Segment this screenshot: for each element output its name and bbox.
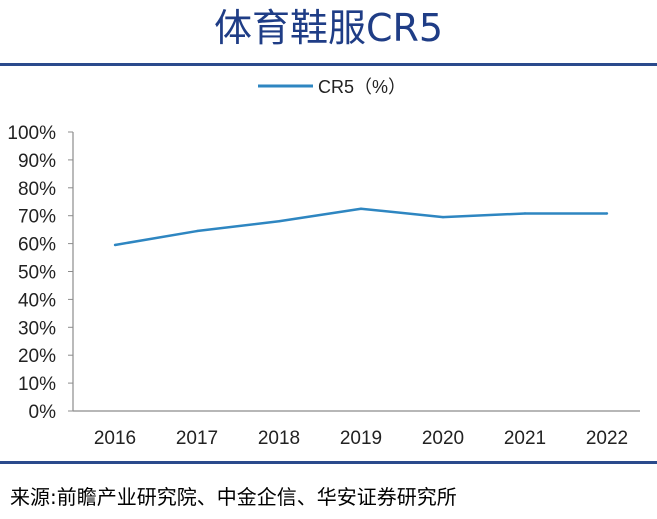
data-point <box>113 243 117 247</box>
y-tick-label: 30% <box>18 318 56 339</box>
y-tick-label: 100% <box>7 123 56 144</box>
data-point <box>605 212 609 215</box>
y-tick-label: 50% <box>18 263 56 284</box>
data-point <box>441 215 445 219</box>
series-layer <box>113 207 609 247</box>
line-chart: CR5（%） 0% 10% 20% 30% 40% 50% 60% 70% 80% 90% 100%… <box>7 77 640 449</box>
data-point <box>195 229 199 233</box>
bottom-divider <box>0 461 657 464</box>
x-tick-label: 2022 <box>586 428 628 449</box>
y-tick-label: 80% <box>18 179 56 200</box>
data-point <box>359 207 363 210</box>
x-tick-label: 2016 <box>94 428 136 449</box>
x-tick-label: 2018 <box>258 428 300 449</box>
source-note: 来源:前瞻产业研究院、中金企信、华安证券研究所 <box>10 485 457 509</box>
x-axis: 2016 2017 2018 2019 2020 2021 2022 <box>73 410 640 449</box>
data-point <box>523 212 527 215</box>
top-divider <box>0 63 657 66</box>
legend: CR5（%） <box>258 77 406 97</box>
y-axis: 0% 10% 20% 30% 40% 50% 60% 70% 80% 90% 100% <box>7 123 74 423</box>
y-tick-label: 20% <box>18 346 56 367</box>
x-tick-label: 2017 <box>176 428 218 449</box>
chart-title: 体育鞋服CR5 <box>213 6 444 50</box>
series-line <box>114 207 607 247</box>
data-point <box>277 220 281 223</box>
x-tick-label: 2019 <box>340 428 382 449</box>
x-tick-label: 2021 <box>504 428 546 449</box>
legend-label: CR5（%） <box>318 77 406 97</box>
y-tick-label: 60% <box>18 235 56 256</box>
y-tick-label: 0% <box>29 402 57 423</box>
y-tick-label: 40% <box>18 290 56 311</box>
x-tick-label: 2020 <box>422 428 464 449</box>
y-tick-label: 10% <box>18 374 56 395</box>
y-tick-label: 90% <box>18 151 56 172</box>
y-tick-label: 70% <box>18 207 56 228</box>
